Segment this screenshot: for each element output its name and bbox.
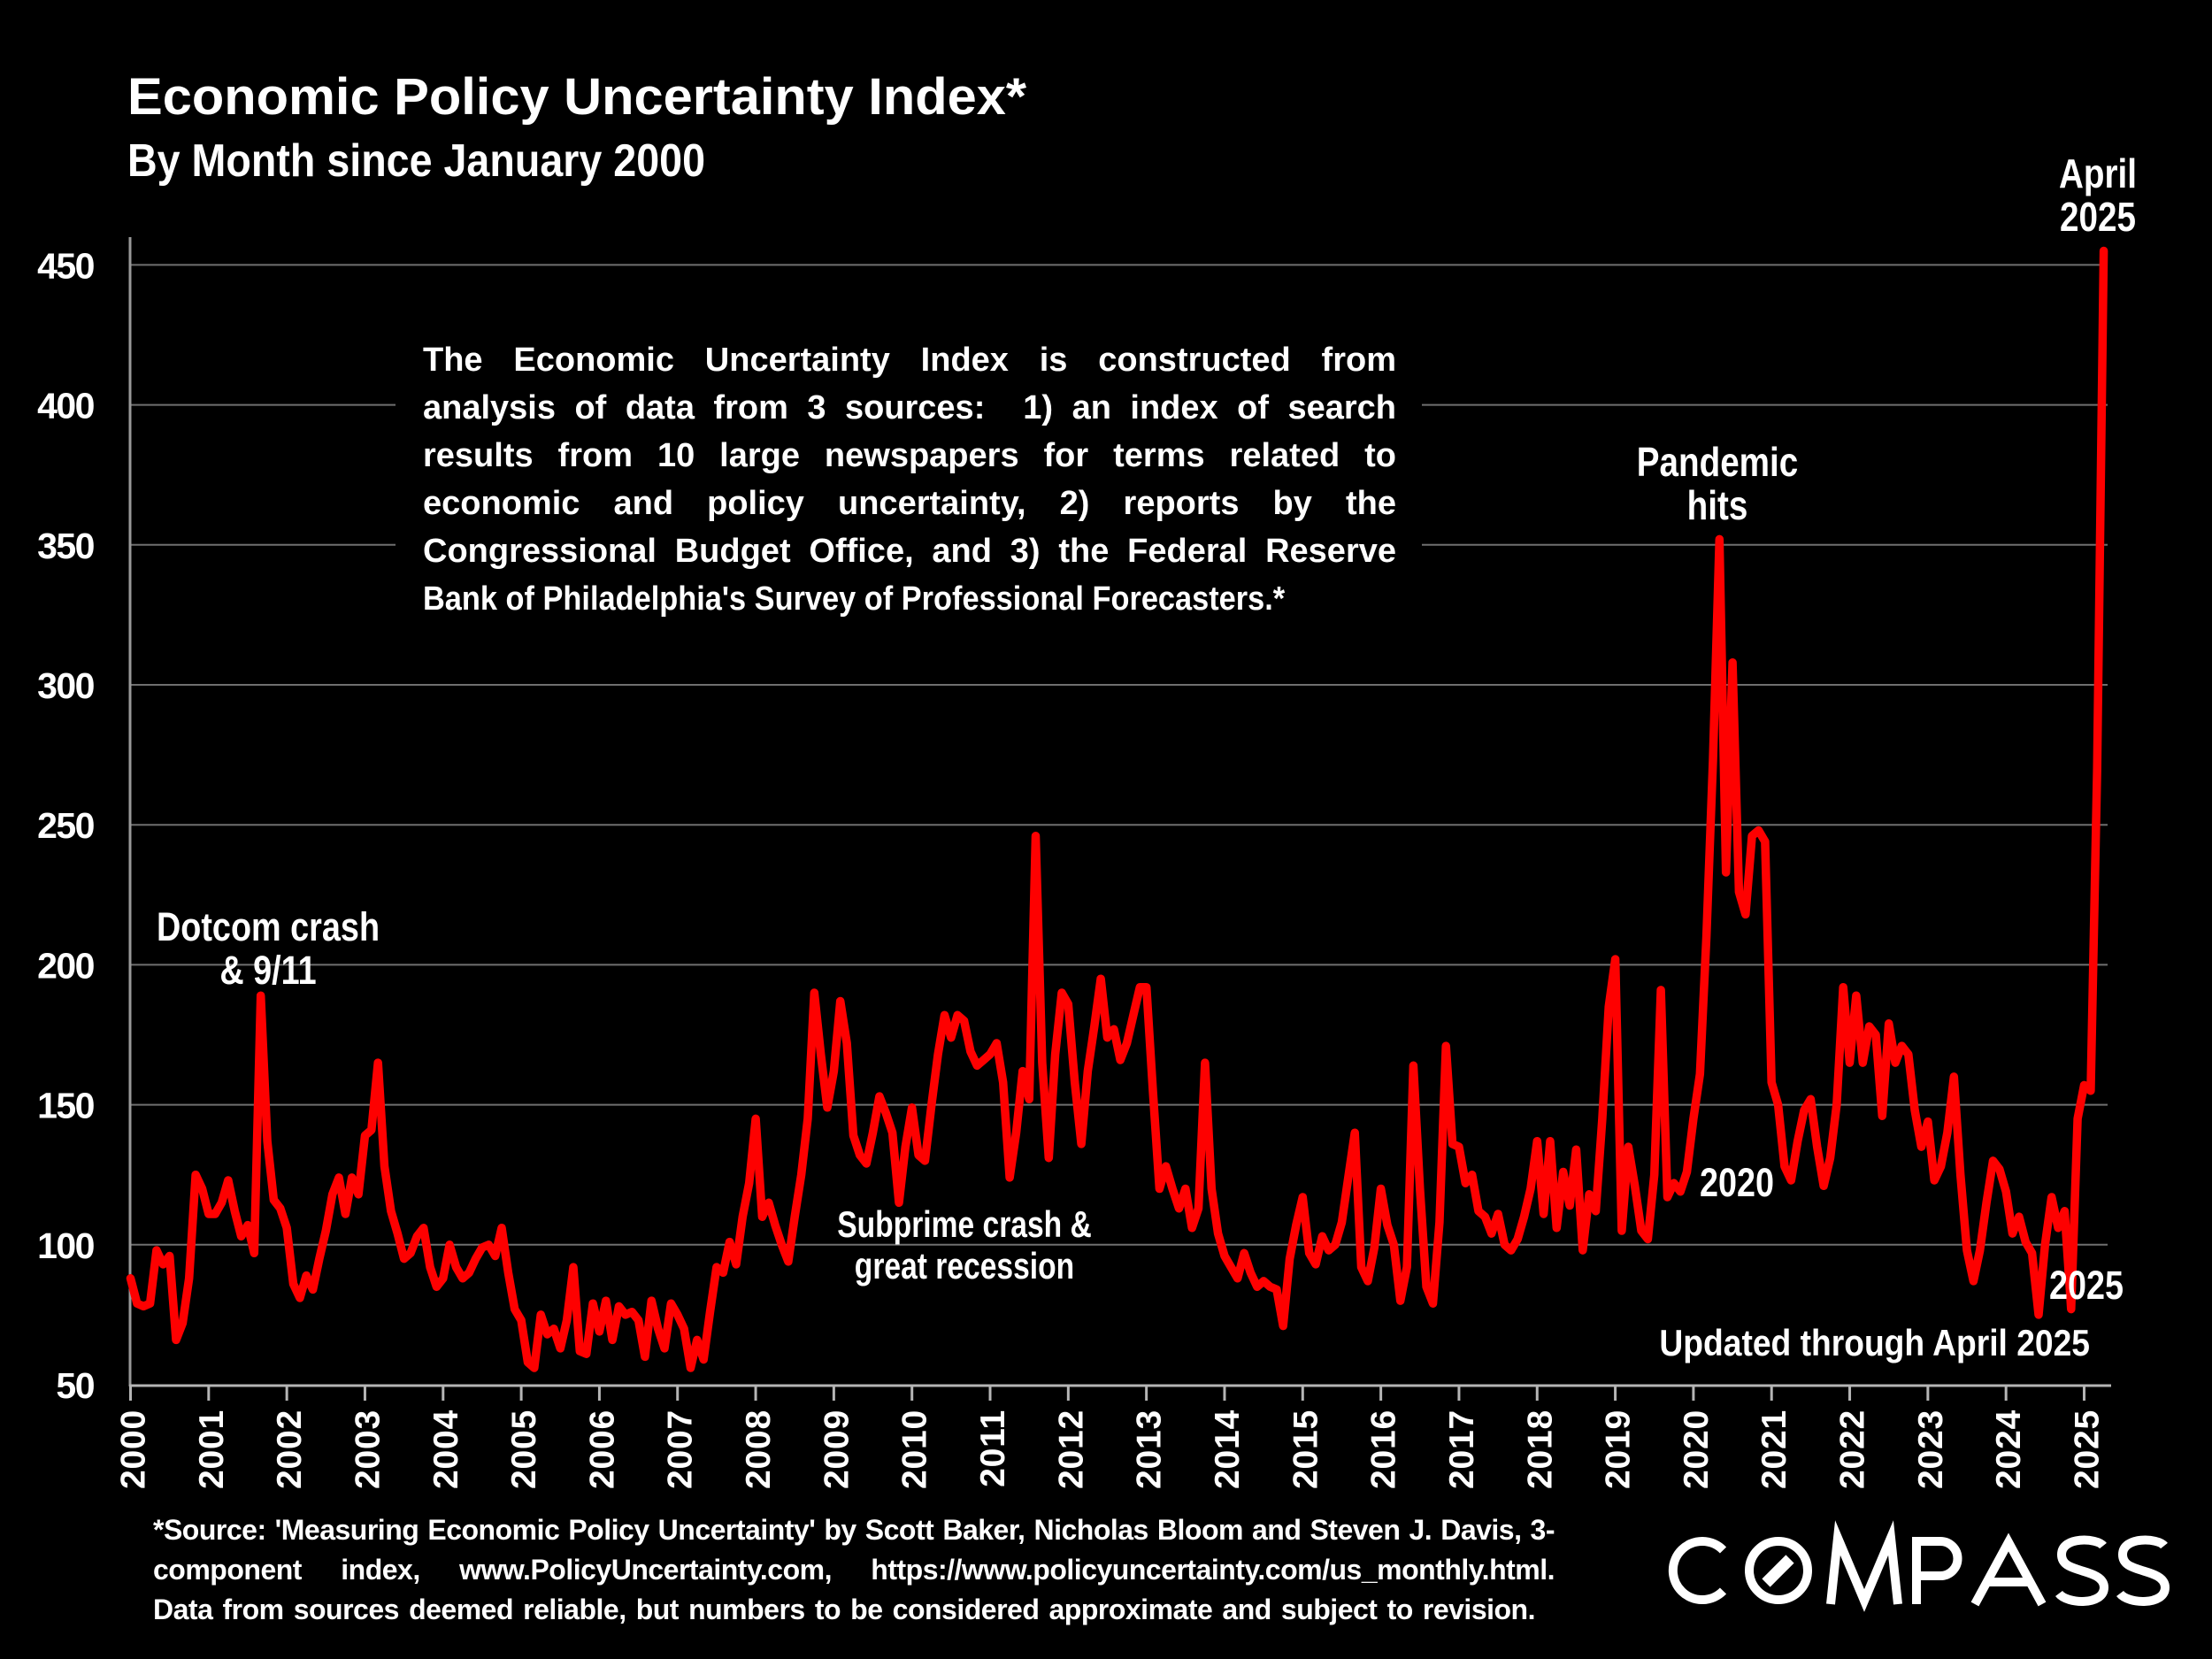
svg-text:2015: 2015 (1286, 1409, 1325, 1489)
svg-text:400: 400 (37, 386, 95, 426)
svg-text:150: 150 (37, 1086, 95, 1126)
svg-text:2020: 2020 (1678, 1409, 1716, 1489)
svg-text:250: 250 (37, 805, 95, 846)
svg-text:2007: 2007 (662, 1409, 700, 1489)
svg-text:2011: 2011 (974, 1409, 1012, 1487)
svg-text:350: 350 (37, 526, 95, 566)
svg-text:2000: 2000 (115, 1409, 153, 1489)
svg-text:2021: 2021 (1755, 1409, 1793, 1489)
svg-text:2008: 2008 (740, 1409, 778, 1489)
svg-text:2017: 2017 (1443, 1409, 1481, 1489)
svg-text:2010: 2010 (896, 1409, 934, 1489)
svg-text:2004: 2004 (427, 1409, 465, 1489)
svg-text:200: 200 (37, 945, 95, 986)
svg-text:100: 100 (37, 1225, 95, 1266)
svg-text:2012: 2012 (1052, 1409, 1090, 1489)
svg-text:2024: 2024 (1990, 1409, 2028, 1489)
svg-text:2003: 2003 (349, 1409, 387, 1489)
svg-text:2019: 2019 (1600, 1409, 1638, 1489)
svg-text:2022: 2022 (1834, 1409, 1872, 1489)
svg-text:2009: 2009 (818, 1409, 856, 1489)
svg-text:450: 450 (37, 245, 95, 286)
svg-text:2025: 2025 (2069, 1409, 2107, 1489)
svg-text:2013: 2013 (1131, 1409, 1169, 1489)
svg-text:2023: 2023 (1912, 1409, 1950, 1489)
svg-text:300: 300 (37, 665, 95, 706)
svg-text:2018: 2018 (1521, 1409, 1559, 1489)
svg-text:2002: 2002 (271, 1409, 309, 1489)
svg-text:2001: 2001 (193, 1409, 231, 1489)
svg-text:2005: 2005 (505, 1409, 543, 1489)
svg-text:2014: 2014 (1209, 1409, 1247, 1489)
svg-text:2016: 2016 (1365, 1409, 1403, 1489)
svg-text:50: 50 (56, 1365, 94, 1406)
svg-text:2006: 2006 (583, 1409, 621, 1489)
